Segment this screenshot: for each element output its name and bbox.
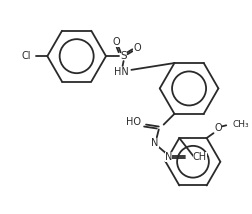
Text: CH: CH [192,152,206,162]
Text: CH₃: CH₃ [231,120,248,129]
Text: O: O [112,37,120,48]
Text: S: S [120,51,127,61]
Text: Cl: Cl [21,51,30,61]
Text: O: O [133,43,141,53]
Text: O: O [214,123,221,133]
Text: HN: HN [114,67,129,77]
Text: HO: HO [126,117,141,127]
Text: N: N [151,138,158,148]
Text: N: N [164,152,172,162]
